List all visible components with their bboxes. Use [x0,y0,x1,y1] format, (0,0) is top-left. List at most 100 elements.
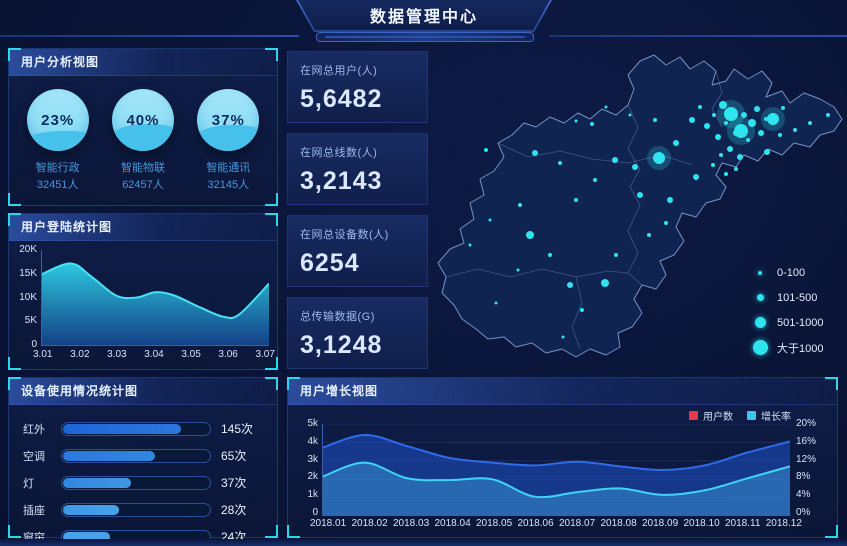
legend-label: 增长率 [761,412,791,423]
gauge-group: 23% 智能行政 32451人 40% 智能物联 62457人 37% 智能通讯 32145人 [9,76,277,193]
map-dot [734,167,738,171]
map-dot [758,130,764,136]
map-dot [808,121,812,125]
stat-card-online-lines: 在网总线数(人) 3,2143 [287,133,428,205]
y-tick-label: 3k [307,453,318,465]
map-dot [604,105,608,109]
x-tick-label: 3.06 [218,349,238,360]
panel-device-usage: 设备使用情况统计图 红外 145次 空调 65次灯 37次 插座 28次 窗帘 24次 [8,377,278,544]
map-dot [693,174,699,180]
panel-title-login-stats: 用户登陆统计图 [9,214,277,241]
device-value: 145次 [221,422,254,436]
gauge-智能通讯: 37% 智能通讯 32145人 [189,89,267,193]
legend-dot-box [752,270,768,275]
device-row: 灯 37次 [23,469,263,496]
map-dot [698,105,702,109]
legend-item-增长率[interactable]: 增长率 [747,408,791,423]
device-bar-track [61,421,211,436]
device-label: 红外 [23,423,45,436]
map-dot [711,163,715,167]
legend-label: 用户数 [703,412,733,423]
y-tick-label: 5K [24,315,37,327]
map-dot [715,134,721,140]
map-svg [437,54,843,358]
map-dot [567,282,573,288]
device-bar-track [61,502,211,517]
device-row: 插座 28次 [23,496,263,523]
map-dot [746,138,750,142]
growth-left-axis-labels: 5k 4k 3k 2k 1k 0 [294,418,318,518]
y-tick-label: 4k [307,435,318,447]
liquid-gauge: 23% [26,89,89,151]
stat-label: 在网总设备数(人) [300,229,389,241]
stat-card-total-data: 总传输数据(G) 3,1248 [287,297,428,369]
device-bar-fill [63,531,111,542]
stat-value: 5,6482 [300,85,383,113]
legend-label: 0-100 [777,266,806,279]
x-tick-label: 2018.12 [765,518,802,529]
panel-title-device-usage: 设备使用情况统计图 [9,378,277,405]
device-row: 红外 145次 [23,415,263,442]
header-line-left [0,35,299,37]
x-tick-label: 2018.08 [600,518,637,529]
stat-value: 3,2143 [300,167,383,195]
map-dot [673,140,679,146]
map-dot [781,106,785,110]
gauge-percent: 23% [41,111,75,129]
x-tick-label: 2018.04 [434,518,471,529]
x-tick-label: 2018.07 [559,518,596,529]
device-bar-fill [63,504,120,515]
map-dot [590,122,594,126]
stat-label: 总传输数据(G) [300,311,375,323]
map-dot [574,119,578,123]
map-dot [712,113,716,117]
x-tick-label: 2018.11 [725,518,761,529]
legend-dot-box [752,340,768,355]
x-tick-label: 3.01 [33,349,53,360]
header-line-right [549,35,847,37]
y-tick-label: 5k [307,418,318,429]
y-tick-label: 0 [31,339,37,350]
y-tick-label: 4% [796,489,811,501]
x-tick-label: 2018.03 [393,518,430,529]
device-bar-track [61,448,211,463]
y-tick-label: 1k [307,489,318,501]
device-label: 插座 [23,504,45,517]
gauge-智能行政: 23% 智能行政 32451人 [19,89,97,193]
legend-dot-icon [754,317,766,328]
map-dot [637,192,643,198]
panel-title-user-analysis: 用户分析视图 [9,49,277,76]
panel-user-analysis: 用户分析视图 23% 智能行政 32451人 40% 智能物联 62457人 37% 智能通讯… [8,48,278,206]
bottom-trim [0,539,847,546]
login-y-axis-labels: 20K 15K 10K 5K 0 [13,244,37,350]
legend-label: 501-1000 [777,316,824,329]
map-dot [724,121,728,125]
legend-dot-icon [756,294,764,301]
growth-area-chart [321,423,791,517]
x-tick-label: 3.03 [107,349,127,360]
gauge-count: 32145人 [207,178,250,191]
device-bar-fill [63,450,155,461]
map-dot [719,153,723,157]
gauge-percent: 40% [126,111,160,129]
map-dot [516,268,520,272]
legend-item-用户数[interactable]: 用户数 [689,408,733,423]
map-dot [767,113,779,125]
map-dot [518,203,522,207]
login-x-axis-labels: 3.01 3.02 3.03 3.04 3.05 3.06 3.07 [33,349,275,360]
map-dot [561,335,565,339]
legend-dot-box [752,294,768,301]
device-row: 空调 65次 [23,442,263,469]
y-tick-label: 20K [19,244,37,255]
map-legend-item: 101-500 [752,285,824,310]
liquid-gauge: 37% [197,89,260,151]
map-dot [593,178,597,182]
map-dot [724,172,728,176]
legend-dot-box [752,317,768,328]
legend-dot-icon [758,270,762,275]
map-dot [612,157,618,163]
map-dot [468,243,472,247]
panel-user-growth: 用户增长视图 用户数 增长率 5k 4k 3k 2k 1k 0 20% 16% 12% 8% 4% 0… [287,377,838,538]
x-tick-label: 2018.09 [642,518,679,529]
legend-dot-icon [752,340,768,355]
